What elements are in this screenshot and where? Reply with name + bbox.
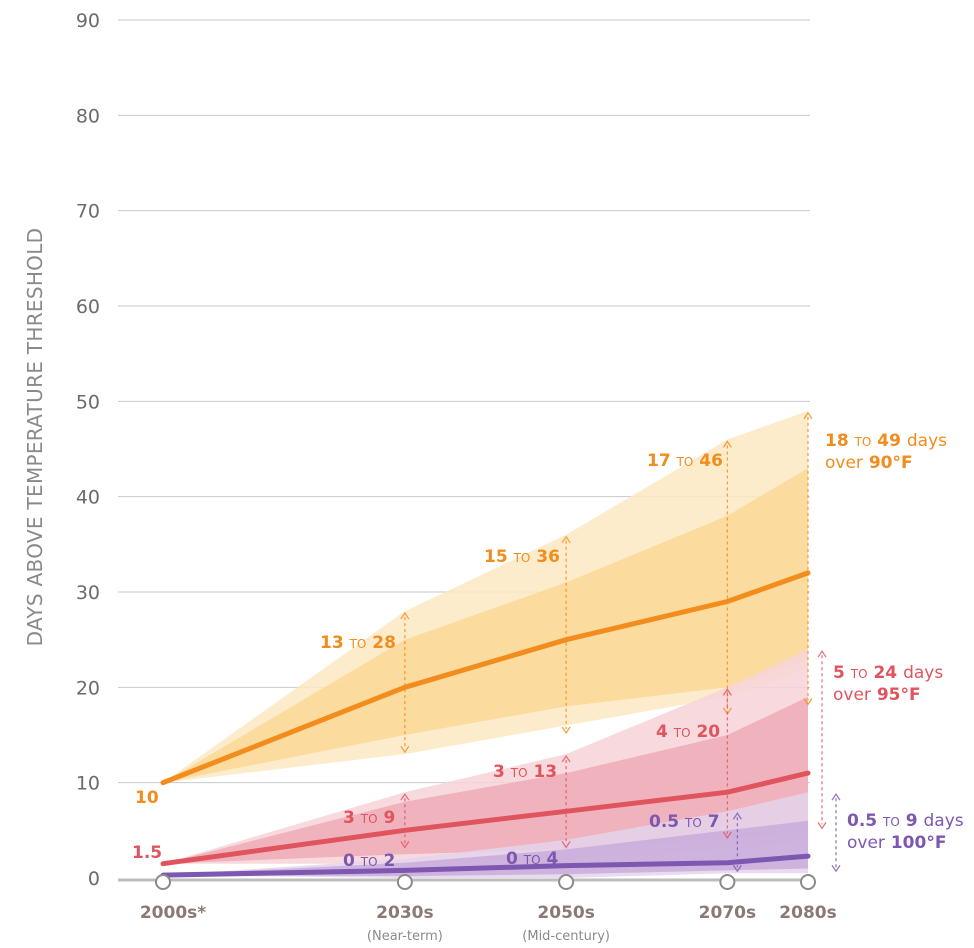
red-start-label: 1.5 <box>132 843 162 863</box>
range-arrow-bottom-95 <box>561 841 571 849</box>
range-arrow-bottom-95 <box>400 841 410 849</box>
y-tick-label: 10 <box>76 773 100 795</box>
range-arrow-top-90 <box>561 535 571 544</box>
range-arrow-top-95 <box>400 793 410 801</box>
x-tick-marker <box>155 874 171 890</box>
range-arrow-top-100 <box>732 812 742 820</box>
orange-threshold-label: over 90°F <box>825 453 913 473</box>
orange-range-2050: 15 TO 36 <box>484 547 560 567</box>
red-range-2080: 5 TO 24 days <box>833 663 943 683</box>
band-inner-90 <box>163 468 808 783</box>
x-tick-marker <box>396 874 413 890</box>
gridlines <box>118 19 810 784</box>
range-arrow-bottom-95 <box>817 821 827 830</box>
range-arrow-top-100 <box>831 793 841 801</box>
y-axis-label: DAYS ABOVE TEMPERATURE THRESHOLD <box>23 228 47 647</box>
orange-range-2080: 18 TO 49 days <box>825 431 947 451</box>
range-arrow-bottom-95 <box>722 831 732 840</box>
y-tick-label: 30 <box>76 582 100 604</box>
series-line-100 <box>160 853 811 878</box>
range-arrow-top-95 <box>561 754 571 763</box>
band-inner-95 <box>163 696 808 864</box>
y-tick-label: 0 <box>88 868 100 890</box>
series-line-95 <box>160 770 811 867</box>
orange-start-label: 10 <box>135 788 159 808</box>
red-range-2070: 4 TO 20 <box>656 722 720 742</box>
range-arrow-bottom-100 <box>831 864 841 873</box>
y-tick-label: 60 <box>76 296 100 318</box>
x-tick-label: 2030s <box>376 903 433 923</box>
red-threshold-label: over 95°F <box>833 685 921 705</box>
y-tick-label: 20 <box>76 677 100 699</box>
range-arrow-top-90 <box>722 440 732 448</box>
x-tick-sublabel: (Near-term) <box>367 929 443 944</box>
x-tick-label: 2000s* <box>140 903 206 923</box>
orange-range-2030: 13 TO 28 <box>320 633 396 653</box>
y-tick-label: 50 <box>76 391 100 413</box>
range-arrow-bottom-90 <box>400 745 410 754</box>
series-lines <box>160 570 811 878</box>
x-tick-label: 2070s <box>699 903 756 923</box>
purple-range-2070: 0.5 TO 7 <box>649 812 720 832</box>
y-tick-label: 70 <box>76 201 100 223</box>
red-range-2050: 3 TO 13 <box>493 762 557 782</box>
annotations: 10 13 TO 28 15 TO 36 17 TO 46 18 TO 49 d… <box>132 431 964 871</box>
range-arrow-bottom-100 <box>732 864 742 873</box>
range-bands <box>163 410 808 878</box>
x-tick-label: 2080s <box>779 903 836 923</box>
x-tick-marker <box>719 874 736 890</box>
range-arrow-top-95 <box>722 688 732 696</box>
purple-range-2080: 0.5 TO 9 days <box>847 811 964 831</box>
range-arrow-top-90 <box>400 611 410 620</box>
x-tick-label: 2050s <box>537 903 594 923</box>
x-tick-marker <box>800 874 816 890</box>
orange-range-2070: 17 TO 46 <box>647 451 723 471</box>
y-tick-label: 40 <box>76 487 100 509</box>
purple-range-2050: 0 TO 4 <box>506 849 558 869</box>
range-arrow-bottom-90 <box>803 698 813 706</box>
range-arrow-bottom-90 <box>561 726 571 735</box>
y-tick-labels: 0 10 20 30 40 50 60 70 80 90 <box>76 10 100 890</box>
series-line-90 <box>160 570 811 786</box>
x-axis: 2000s* 2030s (Near-term) 2050s (Mid-century)… <box>118 874 837 944</box>
red-range-2030: 3 TO 9 <box>343 808 395 828</box>
purple-threshold-label: over 100°F <box>847 833 946 853</box>
purple-range-2030: 0 TO 2 <box>343 851 395 871</box>
y-tick-label: 90 <box>76 10 100 32</box>
x-tick-marker <box>558 874 575 890</box>
x-tick-sublabel: (Mid-century) <box>522 929 610 944</box>
range-arrows <box>400 411 841 873</box>
range-arrow-top-90 <box>803 411 813 420</box>
y-tick-label: 80 <box>76 105 100 127</box>
range-arrow-top-95 <box>817 650 827 658</box>
